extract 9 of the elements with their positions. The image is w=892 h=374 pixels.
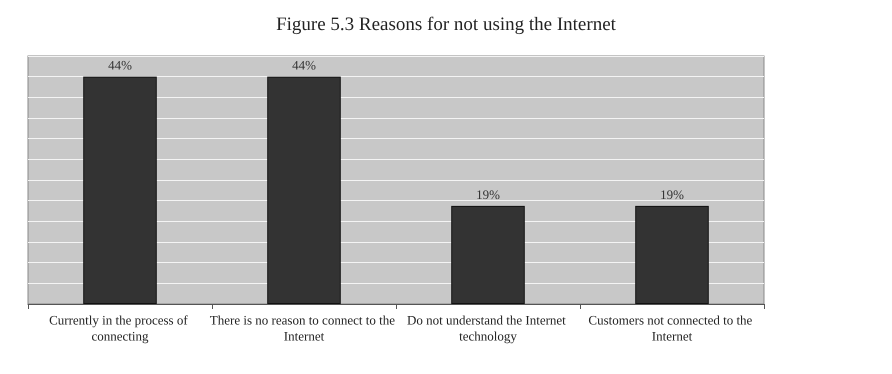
data-label: 44% xyxy=(292,58,316,73)
data-label: 19% xyxy=(660,186,684,202)
x-tick-label: There is no reason to connect to the Internet xyxy=(210,312,398,344)
chart-title: Figure 5.3 Reasons for not using the Internet xyxy=(276,14,617,35)
x-tick-label: Customers not connected to the Internet xyxy=(588,312,756,344)
x-tick-label: Currently in the process of connecting xyxy=(49,312,191,344)
data-label: 19% xyxy=(476,186,500,202)
data-label: 44% xyxy=(108,58,132,73)
x-tick-label: Do not understand the Internet technology xyxy=(406,312,570,344)
